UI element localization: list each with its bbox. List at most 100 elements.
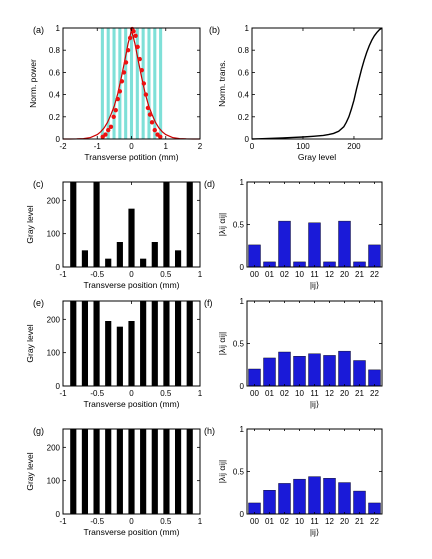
x-tick-label: 00 [250, 270, 259, 279]
gray-level-bar [105, 258, 112, 267]
mask-stripe [100, 28, 104, 139]
x-tick-label: 12 [325, 517, 334, 526]
x-tick-label: 01 [265, 389, 274, 398]
y-tick-label: 0 [56, 263, 61, 272]
amplitude-bar [278, 220, 291, 268]
measured-point [147, 112, 153, 117]
x-tick-label: 2 [198, 142, 203, 151]
panel-letter: (d) [204, 179, 215, 189]
amplitude-bar [308, 476, 321, 515]
x-tick-label: 11 [310, 389, 319, 398]
y-tick-label: 0.4 [49, 91, 61, 100]
x-axis-label: Transverse position (mm) [83, 527, 179, 537]
gray-level-bar [81, 250, 89, 267]
amplitude-bar [248, 368, 261, 387]
x-tick-label: 200 [347, 142, 361, 151]
measured-point [115, 96, 121, 102]
y-tick-label: 0.8 [49, 46, 61, 55]
x-tick-label: 02 [280, 270, 289, 279]
y-tick-label: 0 [245, 135, 250, 144]
x-tick-label: 10 [295, 270, 304, 279]
gray-level-bar [140, 429, 147, 514]
y-tick-label: 0.8 [238, 46, 250, 55]
x-axis-label: Transverse position (mm) [83, 280, 179, 290]
panel-letter: (b) [209, 25, 220, 35]
y-tick-label: 0 [240, 263, 245, 272]
measured-point [135, 44, 140, 50]
amplitude-bar [323, 355, 336, 387]
gray-level-bar [93, 301, 100, 386]
amplitude-bar [353, 360, 366, 387]
x-tick-label: -0.5 [90, 270, 104, 279]
y-tick-label: 1 [240, 297, 245, 306]
amplitude-bar [293, 356, 306, 387]
amplitude-bar [308, 353, 321, 387]
gray-level-bar [93, 182, 100, 267]
mask-stripe [147, 28, 151, 139]
amplitude-bar [293, 478, 306, 515]
axes-frame [251, 27, 383, 140]
x-tick-label: 10 [295, 389, 304, 398]
mask-stripe [112, 28, 116, 139]
x-tick-label: 11 [310, 517, 319, 526]
y-tick-label: 0 [56, 135, 61, 144]
panel-letter: (h) [204, 426, 215, 436]
y-tick-label: 0.5 [233, 340, 245, 349]
gray-level-bar [128, 321, 135, 386]
x-tick-label: -1 [59, 517, 67, 526]
amplitude-bar [278, 351, 291, 387]
gray-level-bar [140, 301, 147, 386]
x-tick-label: 11 [310, 270, 319, 279]
x-tick-label: 22 [370, 517, 379, 526]
y-tick-label: 100 [47, 230, 61, 239]
gray-level-bar [186, 301, 193, 386]
measured-point [106, 127, 111, 133]
gray-level-bar [163, 301, 170, 386]
gray-level-bar [174, 429, 182, 514]
gray-level-bar [128, 208, 135, 267]
gray-level-bar [174, 250, 182, 267]
y-tick-label: 200 [47, 315, 61, 324]
panel-letter: (e) [33, 298, 44, 308]
gray-level-bar [81, 429, 89, 514]
mask-stripe [129, 28, 134, 139]
y-tick-label: 1 [240, 178, 245, 187]
y-tick-label: 0.6 [49, 68, 61, 77]
measured-point [141, 81, 147, 86]
gray-level-bar [186, 429, 193, 514]
x-tick-label: 0 [129, 517, 134, 526]
amplitude-bar [368, 244, 381, 268]
gray-level-bar [174, 301, 182, 386]
x-axis-label: Gray level [298, 152, 336, 162]
gray-level-bar [116, 429, 123, 514]
x-tick-label: 12 [325, 270, 334, 279]
y-tick-label: 1 [240, 425, 245, 434]
measured-point [145, 105, 151, 111]
x-axis-label: |ij⟩ [310, 527, 319, 537]
y-tick-label: 0 [56, 510, 61, 519]
amplitude-bar [323, 478, 336, 515]
measured-point [137, 56, 142, 62]
gray-level-bar [105, 429, 112, 514]
gray-level-bar [70, 182, 77, 267]
y-tick-label: 1 [56, 24, 61, 33]
x-tick-label: 21 [355, 270, 364, 279]
x-tick-label: 01 [265, 270, 274, 279]
measured-point [158, 134, 163, 139]
x-tick-label: 0 [129, 270, 134, 279]
gray-level-bar [116, 242, 123, 267]
y-tick-label: 0.6 [238, 68, 250, 77]
y-tick-label: 1 [245, 24, 250, 33]
x-tick-label: 1 [198, 270, 203, 279]
amplitude-bar [338, 220, 351, 268]
x-tick-label: -0.5 [90, 389, 104, 398]
y-tick-label: 0.2 [238, 113, 250, 122]
x-tick-label: 22 [370, 270, 379, 279]
x-tick-label: -1 [59, 389, 67, 398]
amplitude-bar [308, 222, 321, 268]
x-tick-label: -1 [94, 142, 102, 151]
gray-level-bar [70, 429, 77, 514]
amplitude-bar [338, 350, 351, 387]
